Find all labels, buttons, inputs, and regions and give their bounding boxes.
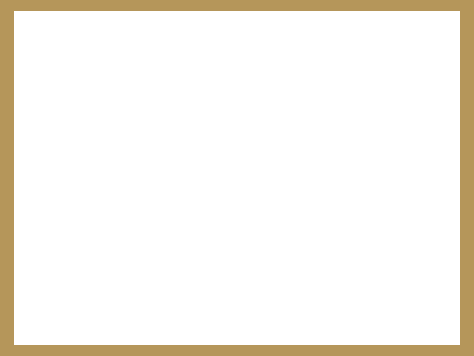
Text: 3 X 4.0 = 12.0: 3 X 4.0 = 12.0 bbox=[308, 150, 389, 160]
Text: B: B bbox=[304, 205, 312, 215]
Bar bbox=[24, 70, 32, 77]
Text: English: English bbox=[38, 205, 78, 215]
Text: 3: 3 bbox=[243, 178, 250, 188]
Text: 3: 3 bbox=[243, 150, 250, 160]
Text: C: C bbox=[304, 233, 312, 243]
Text: Total Credits: 12: Total Credits: 12 bbox=[38, 273, 123, 283]
Bar bbox=[439, 70, 448, 77]
Text: Total Grade Points: 36: Total Grade Points: 36 bbox=[38, 294, 152, 304]
Text: A: A bbox=[304, 150, 312, 160]
Text: History: History bbox=[38, 150, 78, 160]
Text: B: B bbox=[304, 178, 312, 188]
Text: Arts: Arts bbox=[38, 233, 60, 243]
Text: 3 X 3.0 = 9.0: 3 X 3.0 = 9.0 bbox=[315, 205, 389, 215]
Text: Class: Class bbox=[38, 121, 71, 131]
Text: 3 X 3.0 = 9.0: 3 X 3.0 = 9.0 bbox=[315, 178, 389, 188]
Text: 3: 3 bbox=[243, 233, 250, 243]
Text: 3 X 2.0 = 6.0: 3 X 2.0 = 6.0 bbox=[315, 233, 389, 243]
Text: Grade: Grade bbox=[289, 121, 327, 131]
Text: Calculation of GPA: Calculation of GPA bbox=[80, 28, 394, 57]
Text: Credits: Credits bbox=[224, 121, 269, 131]
Text: Biology: Biology bbox=[38, 178, 79, 188]
Text: Grade Point Average: 36/12 = 3.0 or B: Grade Point Average: 36/12 = 3.0 or B bbox=[38, 315, 238, 325]
Text: 3: 3 bbox=[243, 205, 250, 215]
Text: Grade Points: Grade Points bbox=[308, 121, 389, 131]
Text: If A = 4, B = 3 and C = 2, here is an example for calculating GPA.: If A = 4, B = 3 and C = 2, here is an ex… bbox=[44, 89, 430, 101]
